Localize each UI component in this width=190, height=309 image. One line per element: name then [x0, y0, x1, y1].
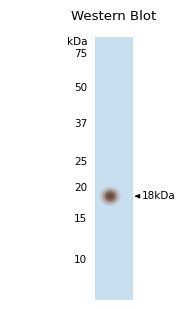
- Text: 18kDa: 18kDa: [142, 191, 175, 201]
- Bar: [95, 37, 133, 300]
- Ellipse shape: [102, 189, 118, 204]
- Ellipse shape: [107, 193, 114, 200]
- Text: 50: 50: [74, 83, 87, 93]
- Text: 25: 25: [74, 157, 87, 167]
- Ellipse shape: [105, 191, 116, 201]
- Text: 15: 15: [74, 214, 87, 224]
- Text: 20: 20: [74, 184, 87, 193]
- Text: 37: 37: [74, 119, 87, 129]
- Text: 10: 10: [74, 255, 87, 265]
- Ellipse shape: [100, 187, 121, 206]
- Ellipse shape: [108, 195, 112, 198]
- Text: Western Blot: Western Blot: [71, 11, 157, 23]
- Text: 75: 75: [74, 49, 87, 59]
- Text: kDa: kDa: [67, 37, 87, 47]
